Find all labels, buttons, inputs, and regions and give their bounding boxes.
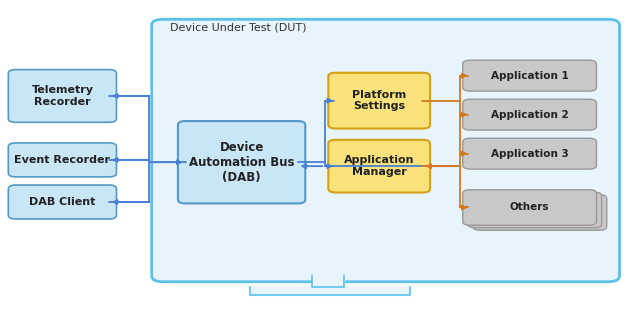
FancyBboxPatch shape <box>328 73 430 129</box>
FancyBboxPatch shape <box>152 19 620 282</box>
FancyBboxPatch shape <box>468 192 602 228</box>
FancyBboxPatch shape <box>463 99 596 130</box>
Text: Application 2: Application 2 <box>491 110 568 120</box>
FancyBboxPatch shape <box>328 140 430 193</box>
FancyBboxPatch shape <box>8 143 116 177</box>
Text: Application 1: Application 1 <box>491 71 568 81</box>
Text: Application 3: Application 3 <box>491 149 568 159</box>
Text: Device Under Test (DUT): Device Under Test (DUT) <box>170 23 306 33</box>
FancyBboxPatch shape <box>178 121 305 203</box>
FancyBboxPatch shape <box>473 195 607 230</box>
Text: Platform
Settings: Platform Settings <box>352 90 406 111</box>
FancyBboxPatch shape <box>463 138 596 169</box>
Text: Application
Manager: Application Manager <box>344 155 415 177</box>
Text: Telemetry
Recorder: Telemetry Recorder <box>31 85 93 107</box>
Text: Event Recorder: Event Recorder <box>15 155 111 165</box>
FancyBboxPatch shape <box>8 70 116 122</box>
FancyBboxPatch shape <box>463 60 596 91</box>
Text: Others: Others <box>510 202 549 212</box>
Text: Device
Automation Bus
(DAB): Device Automation Bus (DAB) <box>189 141 294 184</box>
FancyBboxPatch shape <box>463 190 596 225</box>
Text: DAB Client: DAB Client <box>29 197 95 207</box>
FancyBboxPatch shape <box>8 185 116 219</box>
